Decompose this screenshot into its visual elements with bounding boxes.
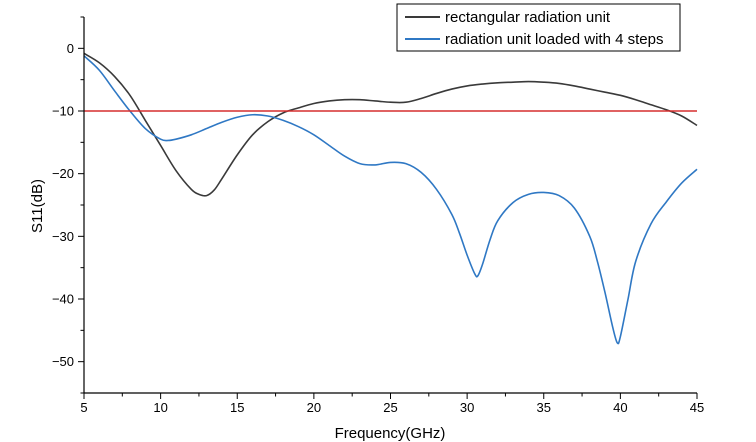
series-line-4-steps	[83, 55, 698, 345]
x-tick-label: 30	[460, 400, 474, 415]
y-tick-label: −10	[52, 104, 74, 119]
y-axis-title: S11(dB)	[29, 179, 46, 233]
series-line-rectangular	[83, 52, 698, 197]
axes	[83, 17, 697, 394]
x-tick-label: 45	[690, 400, 704, 415]
y-tick-label: −40	[52, 292, 74, 307]
x-tick-label: 10	[153, 400, 167, 415]
plot-lines	[83, 52, 698, 345]
legend-box	[396, 3, 681, 52]
ticks	[78, 16, 698, 399]
legend: rectangular radiation unit radiation uni…	[396, 3, 681, 52]
y-tick-label: −30	[52, 229, 74, 244]
x-tick-label: 20	[307, 400, 321, 415]
y-tick-label: −20	[52, 166, 74, 181]
x-tick-label: 35	[537, 400, 551, 415]
legend-label-4-steps: radiation unit loaded with 4 steps	[445, 31, 663, 48]
x-tick-label: 15	[230, 400, 244, 415]
x-tick-label: 5	[80, 400, 87, 415]
x-tick-label: 25	[383, 400, 397, 415]
legend-label-rectangular: rectangular radiation unit	[445, 9, 611, 26]
y-tick-label: 0	[67, 41, 74, 56]
x-axis-title: Frequency(GHz)	[335, 425, 446, 442]
tick-labels: 5 10 15 20 25 30 35 40 45 0 −10 −20 −30 −40 −50	[52, 41, 704, 415]
y-tick-label: −50	[52, 354, 74, 369]
x-tick-label: 40	[613, 400, 627, 415]
